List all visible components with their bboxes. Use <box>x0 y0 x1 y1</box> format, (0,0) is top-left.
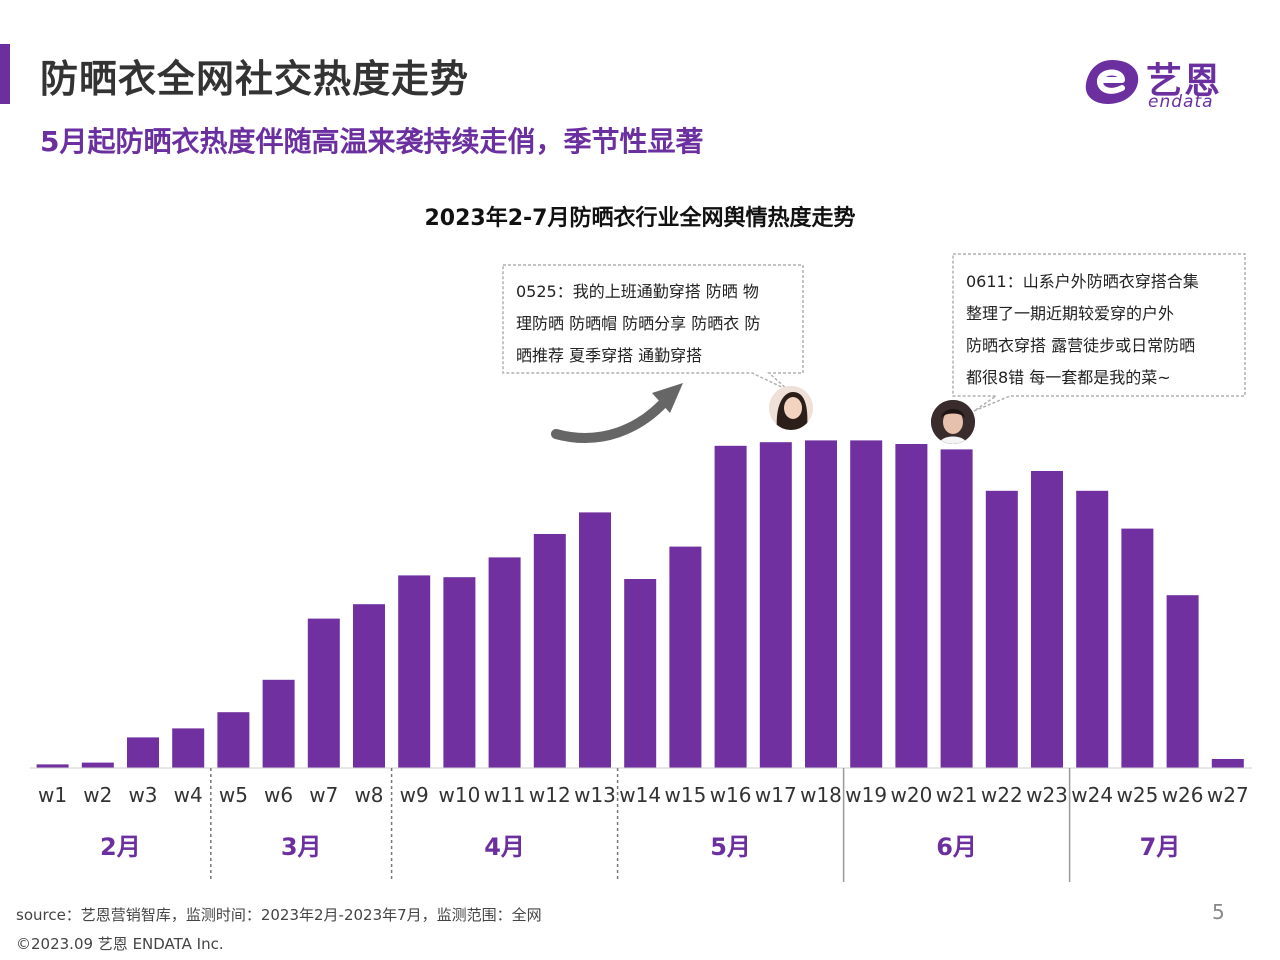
month-label-2: 3月 <box>281 833 322 861</box>
title-accent-bar <box>0 44 10 104</box>
source-note: source：艺恩营销智库，监测时间：2023年2月-2023年7月，监测范围：… <box>16 906 542 924</box>
bar-w27 <box>1211 759 1244 768</box>
tick-label-w1: w1 <box>38 783 67 807</box>
tick-label-w3: w3 <box>128 783 157 807</box>
bar-w2 <box>81 762 114 768</box>
tick-label-w9: w9 <box>400 783 429 807</box>
trend-arrow-icon <box>551 393 673 443</box>
bar-w12 <box>533 534 566 768</box>
tick-label-w15: w15 <box>664 783 706 807</box>
page-number: 5 <box>1212 900 1225 924</box>
bar-w26 <box>1166 595 1199 768</box>
bar-w13 <box>579 512 611 768</box>
callout-text-2: 0611：山系户外防晒衣穿搭合集 整理了一期近期较爱穿的户外 防晒衣穿搭 露营徒… <box>966 272 1199 387</box>
tick-label-w23: w23 <box>1026 783 1068 807</box>
avatar-1-icon <box>769 386 813 430</box>
callout-text-1: 0525：我的上班通勤穿搭 防晒 物 理防晒 防晒帽 防晒分享 防晒衣 防 晒推… <box>516 282 761 365</box>
tick-label-w20: w20 <box>890 783 932 807</box>
bar-w23 <box>1031 471 1063 768</box>
copyright-note: ©2023.09 艺恩 ENDATA Inc. <box>16 935 224 953</box>
logo-text-en: endata <box>1148 92 1214 112</box>
bar-w14 <box>624 579 657 768</box>
tick-label-w11: w11 <box>484 783 526 807</box>
chart-title: 2023年2-7月防晒衣行业全网舆情热度走势 <box>424 206 856 231</box>
bar-w22 <box>985 490 1018 768</box>
bar-w19 <box>850 440 883 768</box>
tick-label-w16: w16 <box>710 783 752 807</box>
tick-label-w24: w24 <box>1071 783 1113 807</box>
bar-w25 <box>1121 528 1154 768</box>
tick-label-w27: w27 <box>1207 783 1249 807</box>
callout-bubble-2 <box>952 253 1246 412</box>
tick-label-w21: w21 <box>936 783 978 807</box>
logo-text-cn: 艺恩 <box>1146 61 1223 102</box>
month-labels-group: 2月 3月 4月 5月 6月 7月 <box>100 833 1180 861</box>
tick-label-w2: w2 <box>83 783 112 807</box>
bar-w17 <box>759 442 792 768</box>
bar-w5 <box>217 712 250 768</box>
tick-label-w18: w18 <box>800 783 842 807</box>
bar-w7 <box>307 618 340 768</box>
bar-w18 <box>805 440 837 768</box>
avatar-2 <box>931 400 975 444</box>
tick-label-w19: w19 <box>845 783 887 807</box>
bar-w21 <box>940 449 973 768</box>
bar-w15 <box>669 546 702 768</box>
bar-w3 <box>127 737 159 768</box>
page-subtitle: 5月起防晒衣热度伴随高温来袭持续走俏，季节性显著 <box>40 125 704 158</box>
tick-label-w8: w8 <box>354 783 383 807</box>
endata-logo-icon <box>1085 60 1139 104</box>
trend-arrow-head-icon <box>652 383 683 413</box>
tick-label-w6: w6 <box>264 783 293 807</box>
tick-label-w14: w14 <box>619 783 661 807</box>
tick-label-w25: w25 <box>1116 783 1158 807</box>
month-dividers <box>210 768 1071 882</box>
bar-w16 <box>714 445 747 768</box>
tick-label-w10: w10 <box>438 783 480 807</box>
month-label-5: 6月 <box>936 833 977 861</box>
bar-w10 <box>443 577 476 768</box>
tick-label-w22: w22 <box>981 783 1023 807</box>
tick-label-w13: w13 <box>574 783 616 807</box>
bar-w1 <box>36 764 69 768</box>
tick-label-w17: w17 <box>755 783 797 807</box>
tick-label-w12: w12 <box>529 783 571 807</box>
bar-w4 <box>172 728 205 768</box>
bar-w9 <box>398 575 431 768</box>
bar-w8 <box>353 604 385 768</box>
page-title: 防晒衣全网社交热度走势 <box>40 57 470 101</box>
avatar-2-icon <box>931 400 975 444</box>
bar-w24 <box>1076 490 1109 768</box>
tick-label-w7: w7 <box>309 783 338 807</box>
endata-logo: 艺恩 endata <box>1082 52 1242 112</box>
month-label-6: 7月 <box>1140 833 1181 861</box>
tick-labels-group: w1 w2 w3 w4 w5 w6 w7 w8 w9 w10 w11 w12 w13 w14 w15 w16 w… <box>38 783 1249 807</box>
avatar-1 <box>769 386 813 430</box>
tick-label-w4: w4 <box>174 783 203 807</box>
callout-shapes <box>502 253 1246 443</box>
bars-group <box>36 440 1244 768</box>
callout-bubble-1 <box>502 264 804 391</box>
bar-w11 <box>488 557 521 768</box>
tick-label-w26: w26 <box>1162 783 1204 807</box>
month-label-4: 5月 <box>710 833 751 861</box>
month-label-1: 2月 <box>100 833 141 861</box>
bar-w20 <box>895 444 928 768</box>
tick-label-w5: w5 <box>219 783 248 807</box>
bar-w6 <box>262 679 295 768</box>
month-label-3: 4月 <box>484 833 525 861</box>
